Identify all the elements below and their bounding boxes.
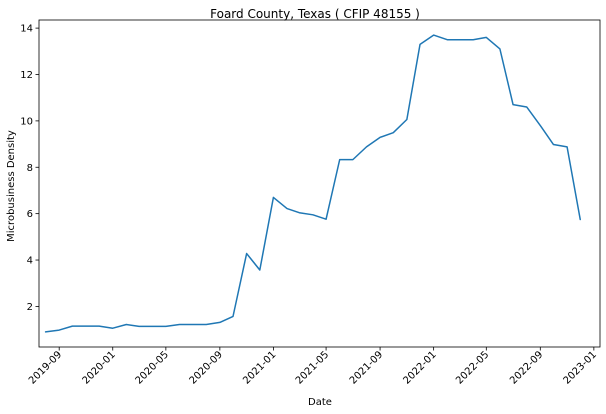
y-axis: 2 4 6 8 10 12 14 xyxy=(20,24,39,313)
plot-frame xyxy=(38,19,601,348)
series-line xyxy=(44,34,581,333)
x-axis-label: Date xyxy=(308,397,332,408)
y-tick-label: 8 xyxy=(27,163,33,174)
y-tick-label: 4 xyxy=(27,256,33,267)
y-tick-label: 14 xyxy=(20,24,33,35)
y-tick-label: 2 xyxy=(27,302,33,313)
y-axis-label: Microbusiness Density xyxy=(6,130,17,242)
y-tick-label: 10 xyxy=(20,116,33,127)
chart-title: Foard County, Texas ( CFIP 48155 ) xyxy=(210,7,420,21)
y-tick-label: 6 xyxy=(27,209,33,220)
y-tick-label: 12 xyxy=(20,70,33,81)
